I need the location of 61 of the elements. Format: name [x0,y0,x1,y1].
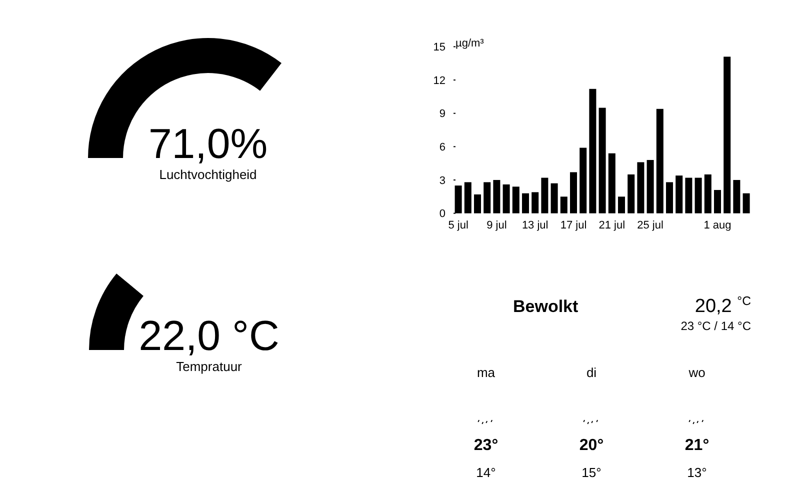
x-tick-label: 9 jul [486,219,507,232]
bar [560,196,568,214]
text: 21° [684,437,710,454]
bar [608,153,616,214]
y-tick-label: 15 [433,42,446,54]
text: 22,0 °C [138,312,280,359]
text: 14° [476,465,496,480]
bar [598,108,606,214]
bar [646,160,654,214]
x-tick-label: 21 jul [598,219,626,232]
bar [454,186,462,214]
text: 20° [579,437,604,454]
bar [464,182,472,214]
bar [474,194,482,214]
bar [714,190,722,214]
y-axis-title: µg/m³ [456,38,484,50]
x-tick-label: 13 jul [522,219,548,232]
text: 23° [474,437,498,454]
bar [589,88,596,214]
bar [637,162,644,214]
bar [628,174,635,214]
x-tick-label: 25 jul [637,219,664,232]
bar [512,186,520,214]
bar [685,178,692,214]
y-tick-label: 3 [439,174,446,187]
text: Tempratuur [176,359,243,374]
bar [694,178,702,214]
y-tick-label: 0 [439,208,446,220]
bar [742,193,750,214]
x-tick-label: 5 jul [448,219,468,232]
bar [733,180,740,214]
bar [656,108,664,214]
bar [704,174,712,214]
category-label: wo [688,365,706,380]
y-tick-label: 9 [439,108,446,120]
y-tick-label: 12 [433,74,446,87]
x-tick-label: 1 aug [704,219,732,232]
category-label: ma [476,365,496,380]
bar [724,56,731,214]
y-tick-label: 6 [439,142,446,154]
bar [522,193,530,214]
bar [570,172,578,214]
bar [502,184,510,214]
bar [493,180,500,214]
bar [676,176,683,214]
text: Luchtvochtigheid [159,167,257,182]
bar [532,192,539,214]
bar [484,182,491,214]
text: Bewolkt [513,297,579,316]
bar [541,178,548,214]
bar [550,183,558,214]
text: 20,2 $^{°C}$ [694,294,752,317]
bar [618,196,626,214]
text: 15° [582,465,602,480]
text: 71,0% [148,120,268,167]
bar [666,182,674,214]
category-label: di [586,365,597,380]
text: 23 °C / 14 °C [680,319,752,333]
bar [580,148,587,214]
text: 13° [687,465,707,480]
x-tick-label: 17 jul [560,219,587,232]
